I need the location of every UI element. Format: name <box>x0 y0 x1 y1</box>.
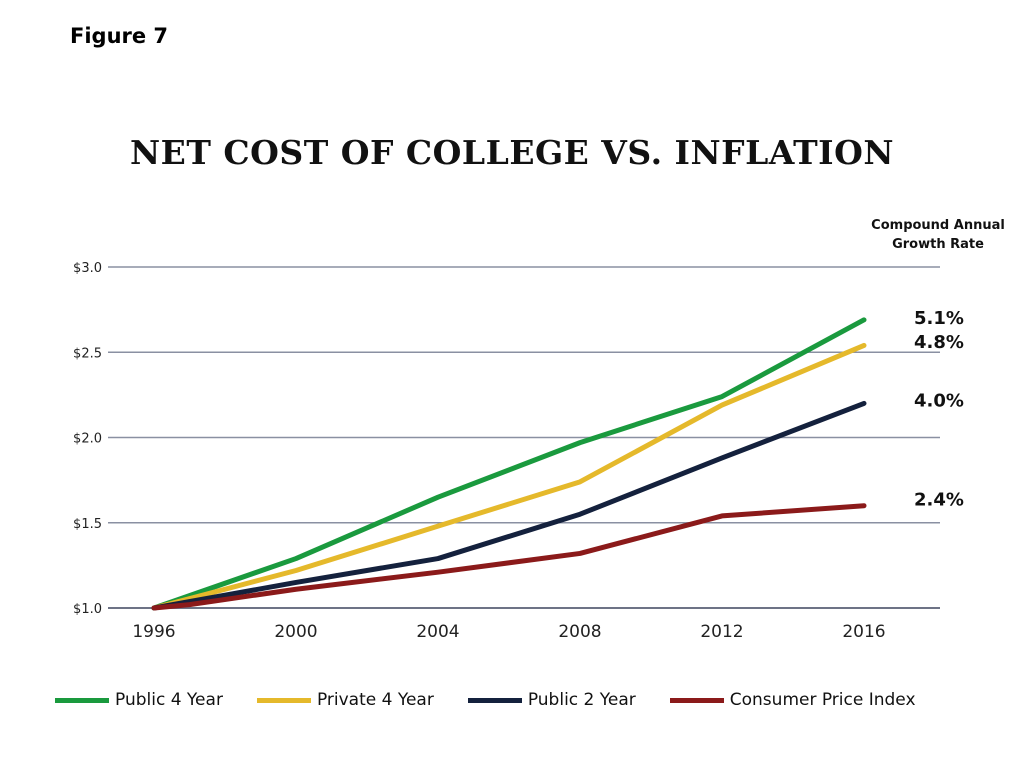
legend-label: Consumer Price Index <box>729 690 916 710</box>
legend-item: Consumer Price Index <box>669 690 916 710</box>
cagr-label: 4.0% <box>914 390 964 411</box>
series-line <box>151 400 867 611</box>
y-tick-label: $1.5 <box>73 517 102 532</box>
figure-label: Figure 7 <box>70 24 169 48</box>
y-tick-label: $2.0 <box>73 432 102 447</box>
legend-label: Public 4 Year <box>115 690 223 710</box>
legend-swatch <box>55 697 109 703</box>
legend-item: Public 2 Year <box>467 690 636 710</box>
legend-swatch <box>669 697 724 703</box>
series-line <box>151 503 867 611</box>
legend-swatch <box>256 697 311 703</box>
legend-label: Private 4 Year <box>316 690 434 710</box>
y-tick-label: $3.0 <box>73 261 102 276</box>
y-tick-label: $2.5 <box>73 346 102 361</box>
cagr-annotation-title: Compound Annual Growth Rate <box>871 218 1005 252</box>
x-tick-label: 2008 <box>558 622 601 642</box>
legend-item: Public 4 Year <box>55 690 223 710</box>
legend-swatch <box>467 697 522 703</box>
x-tick-label: 2016 <box>842 622 885 642</box>
chart-title: NET COST OF COLLEGE VS. INFLATION <box>130 133 894 172</box>
legend-item: Private 4 Year <box>256 690 434 710</box>
cagr-label: 4.8% <box>914 332 964 353</box>
x-tick-label: 2004 <box>416 622 459 642</box>
legend: Public 4 Year Private 4 Year Public 2 Year… <box>55 690 995 710</box>
x-tick-label: 2012 <box>700 622 743 642</box>
y-tick-label: $1.0 <box>73 602 102 617</box>
series-line <box>151 342 867 611</box>
cagr-label: 5.1% <box>914 308 964 329</box>
x-tick-label: 1996 <box>132 622 175 642</box>
series-line <box>151 317 867 611</box>
legend-label: Public 2 Year <box>527 690 636 710</box>
cagr-label: 2.4% <box>914 490 964 511</box>
x-tick-label: 2000 <box>274 622 317 642</box>
